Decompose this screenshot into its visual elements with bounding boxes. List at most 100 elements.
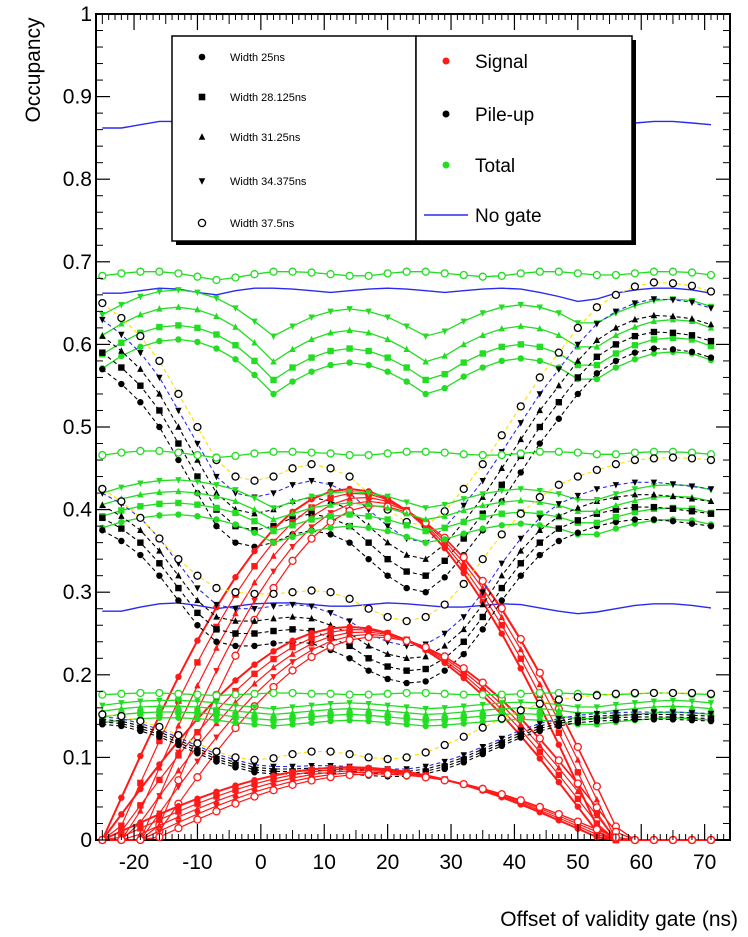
signal-point — [327, 494, 334, 502]
pileup-point — [346, 618, 353, 625]
total-point — [441, 352, 448, 359]
total-point — [403, 378, 410, 385]
total-point — [422, 722, 429, 730]
total-point — [479, 718, 486, 726]
total-point — [441, 716, 448, 723]
signal-point — [213, 734, 220, 741]
total-point — [498, 700, 505, 707]
pileup-line-mid-4 — [102, 457, 712, 622]
total-point — [612, 491, 620, 498]
total-point — [194, 513, 201, 520]
signal-point — [251, 661, 258, 668]
signal-point — [156, 737, 163, 745]
legend-width-marker-5 — [197, 218, 207, 228]
pileup-point — [574, 529, 582, 536]
total-point — [630, 269, 640, 278]
signal-point — [175, 808, 182, 815]
total-point — [118, 320, 125, 327]
pileup-point — [517, 560, 524, 567]
signal-point — [516, 634, 525, 644]
pileup-point — [611, 460, 621, 469]
total-point — [232, 509, 239, 517]
signal-point — [440, 652, 449, 661]
pileup-point — [422, 555, 429, 562]
total-point — [403, 522, 410, 529]
pileup-point — [155, 356, 164, 366]
total-point — [555, 331, 563, 339]
total-point — [346, 306, 353, 313]
pileup-point — [650, 479, 658, 487]
pileup-point — [99, 316, 106, 324]
total-point — [554, 267, 563, 276]
pileup-point — [497, 714, 506, 723]
total-point — [593, 496, 601, 504]
pileup-point — [422, 678, 429, 685]
total-point — [194, 489, 201, 496]
signal-point — [498, 613, 505, 621]
pileup-point — [669, 709, 677, 716]
signal-point — [289, 659, 296, 666]
pileup-point — [308, 614, 315, 622]
pileup-point — [592, 303, 602, 312]
pileup-point — [593, 321, 601, 328]
pileup-point — [573, 323, 582, 333]
total-point — [460, 703, 467, 710]
legend-pileup-marker — [442, 110, 450, 118]
pileup-point — [479, 589, 486, 596]
total-point — [498, 498, 505, 505]
signal-point — [175, 766, 182, 774]
total-point — [194, 698, 201, 705]
pileup-point — [175, 584, 182, 592]
total-point — [308, 702, 315, 710]
pileup-point — [365, 642, 372, 649]
total-point — [289, 345, 296, 353]
pileup-line-low-2 — [102, 713, 712, 772]
pileup-point — [630, 282, 640, 291]
total-point — [288, 447, 297, 456]
pileup-point — [384, 675, 391, 683]
total-point — [175, 287, 182, 294]
total-point — [308, 368, 315, 375]
total-point — [650, 317, 658, 324]
total-point — [612, 350, 620, 357]
total-point — [308, 707, 315, 714]
pileup-point — [631, 709, 639, 716]
total-point — [289, 704, 296, 711]
total-point — [631, 323, 639, 330]
x-tick-label: 40 — [503, 851, 526, 874]
signal-line-mid-4 — [102, 636, 711, 841]
total-point — [422, 333, 429, 340]
total-point — [156, 697, 163, 705]
total-point — [649, 447, 659, 456]
signal-point — [364, 769, 373, 779]
total-point — [136, 446, 145, 456]
total-point — [194, 306, 201, 313]
legend-widths-shadow-bottom — [176, 241, 420, 245]
total-point — [346, 499, 353, 506]
pileup-point — [346, 539, 353, 546]
pileup-point — [194, 596, 201, 604]
pileup-point — [251, 642, 258, 650]
signal-point — [137, 807, 144, 814]
total-point — [213, 700, 220, 707]
pileup-point — [688, 508, 696, 515]
total-point — [573, 448, 582, 457]
pileup-point — [574, 374, 582, 381]
total-point — [137, 293, 144, 301]
pileup-point — [307, 586, 316, 595]
pileup-point — [649, 688, 659, 698]
signal-point — [194, 805, 201, 812]
pileup-point — [460, 752, 467, 759]
pileup-point — [631, 349, 639, 356]
pileup-point — [137, 526, 144, 533]
pileup-point — [365, 555, 372, 563]
signal-point — [479, 584, 486, 591]
pileup-point — [251, 630, 258, 637]
signal-point — [459, 553, 468, 562]
total-point — [707, 704, 715, 712]
pileup-point — [593, 710, 601, 718]
signal-point — [383, 633, 392, 642]
total-point — [365, 717, 372, 725]
total-point — [327, 308, 334, 316]
pileup-point — [403, 667, 410, 674]
